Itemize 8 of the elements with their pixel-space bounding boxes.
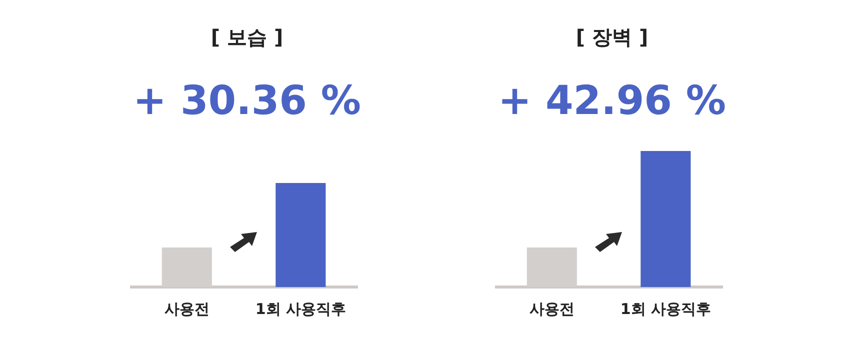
x-tick-label: 사용전: [164, 300, 210, 318]
x-tick-label: 사용전: [529, 300, 574, 318]
chart-subtitle: + 42.96 %: [497, 78, 727, 124]
chart-title: [ 보습 ]: [210, 24, 284, 51]
x-tick-label: 1회 사용직후: [620, 300, 712, 318]
x-tick-label: 1회 사용직후: [255, 300, 346, 318]
chart-subtitle: + 30.36 %: [132, 78, 362, 124]
chart-title: [ 장벽 ]: [574, 24, 650, 51]
